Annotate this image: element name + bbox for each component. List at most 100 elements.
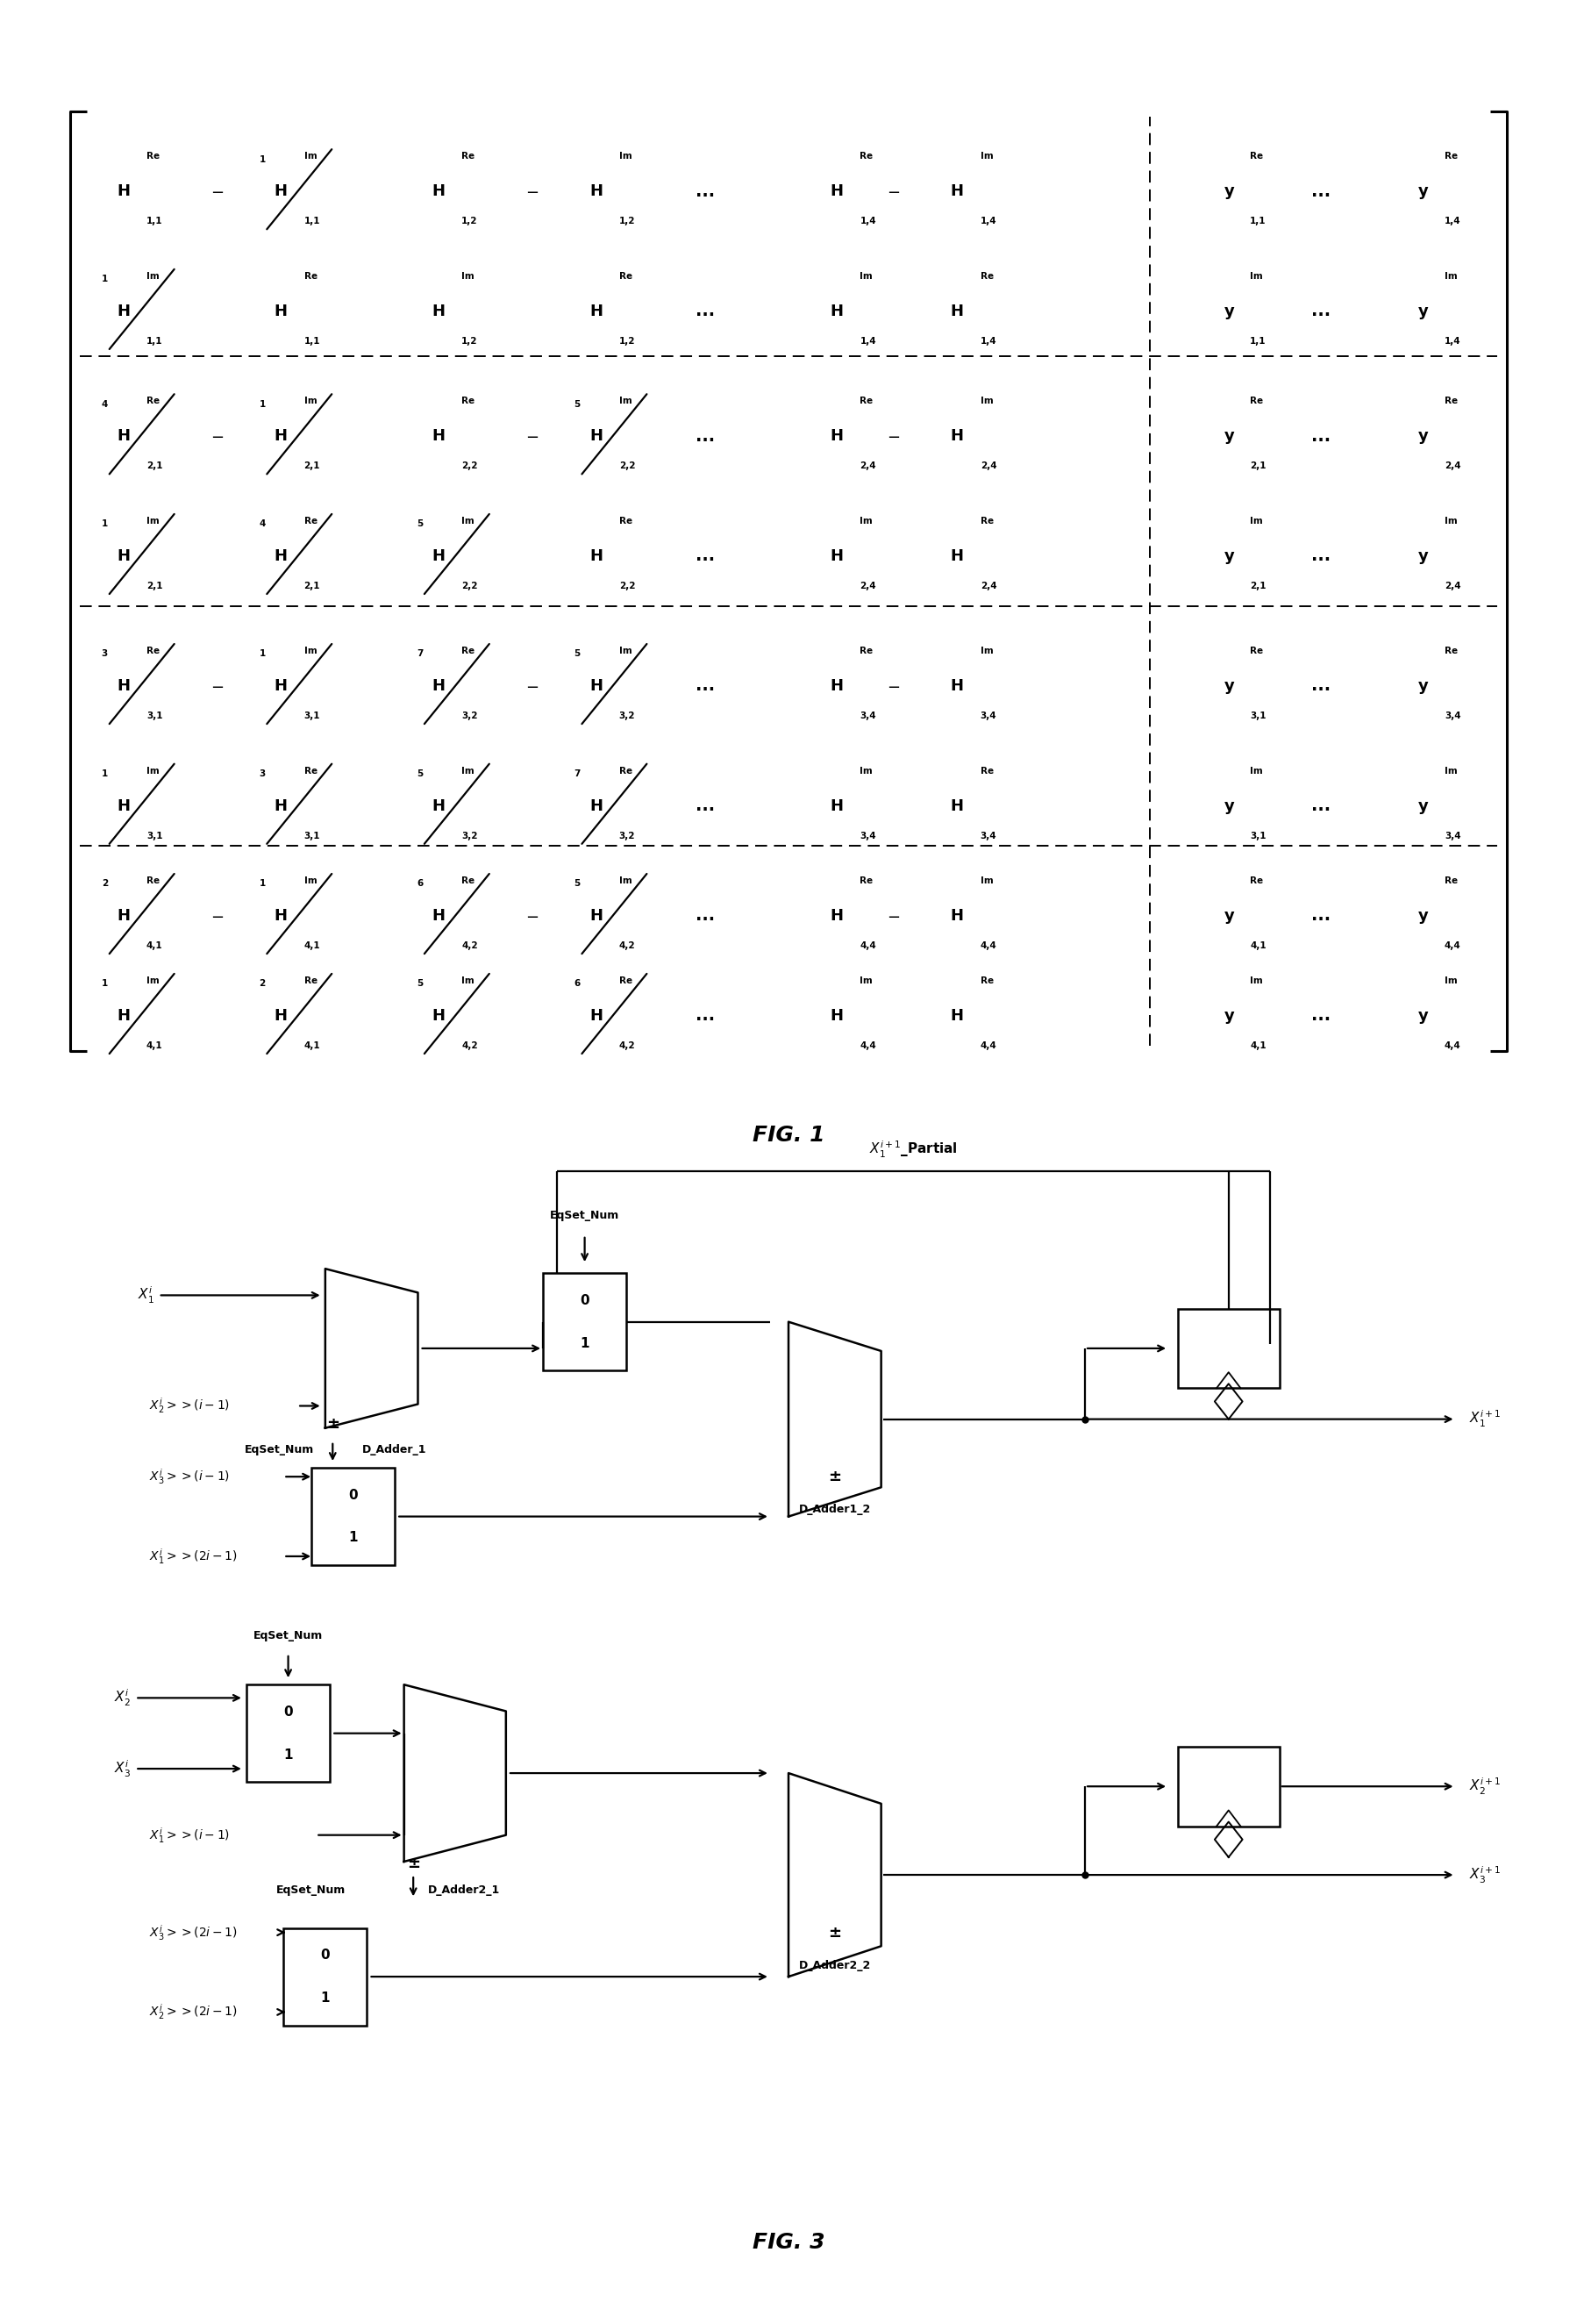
Text: 3,4: 3,4 bbox=[859, 711, 877, 720]
Text: Re: Re bbox=[147, 397, 159, 404]
Text: H: H bbox=[951, 909, 964, 923]
Text: ...: ... bbox=[695, 428, 714, 444]
Text: D_Adder1_2: D_Adder1_2 bbox=[800, 1504, 871, 1515]
Text: 1,4: 1,4 bbox=[981, 216, 997, 225]
Text: Re: Re bbox=[1251, 646, 1263, 655]
Text: H: H bbox=[117, 428, 129, 444]
Text: ...: ... bbox=[1312, 548, 1331, 565]
Text: Re: Re bbox=[304, 272, 317, 281]
Text: 1: 1 bbox=[580, 1336, 590, 1350]
Text: 2,4: 2,4 bbox=[859, 581, 877, 590]
Text: ±: ± bbox=[326, 1415, 339, 1432]
Text: 1,1: 1,1 bbox=[304, 216, 320, 225]
Text: 3,1: 3,1 bbox=[1251, 711, 1266, 720]
Text: 6: 6 bbox=[416, 878, 423, 888]
Text: D_Adder2_1: D_Adder2_1 bbox=[429, 1885, 500, 1896]
Text: H: H bbox=[951, 184, 964, 200]
Text: Re: Re bbox=[1445, 151, 1457, 160]
Text: H: H bbox=[274, 797, 287, 813]
Text: 3,1: 3,1 bbox=[147, 832, 162, 841]
Text: H: H bbox=[590, 428, 602, 444]
Text: 0: 0 bbox=[320, 1948, 330, 1961]
Text: 2,2: 2,2 bbox=[618, 462, 636, 469]
Text: y: y bbox=[1419, 548, 1429, 565]
Text: H: H bbox=[951, 1009, 964, 1023]
Text: Im: Im bbox=[618, 646, 632, 655]
Text: $-$: $-$ bbox=[525, 184, 538, 200]
Text: 3,4: 3,4 bbox=[981, 711, 997, 720]
Text: H: H bbox=[830, 679, 844, 695]
Text: $X_1^i>>(2i-1)$: $X_1^i>>(2i-1)$ bbox=[150, 1548, 238, 1566]
Text: 1,1: 1,1 bbox=[147, 216, 162, 225]
Text: y: y bbox=[1419, 428, 1429, 444]
Text: 1,1: 1,1 bbox=[1251, 337, 1266, 346]
Text: Im: Im bbox=[147, 976, 159, 985]
Text: Im: Im bbox=[859, 767, 872, 776]
Text: 1: 1 bbox=[259, 400, 265, 409]
Text: 2,1: 2,1 bbox=[147, 581, 162, 590]
Text: Re: Re bbox=[618, 272, 632, 281]
Text: 3,2: 3,2 bbox=[618, 832, 636, 841]
Text: 4,4: 4,4 bbox=[981, 1041, 997, 1050]
Text: Im: Im bbox=[981, 397, 994, 404]
Text: H: H bbox=[590, 909, 602, 923]
Text: Re: Re bbox=[859, 397, 874, 404]
Text: Im: Im bbox=[981, 646, 994, 655]
Text: 3: 3 bbox=[101, 651, 107, 658]
Text: H: H bbox=[830, 548, 844, 565]
Text: 3,1: 3,1 bbox=[304, 832, 320, 841]
Text: EqSet_Num: EqSet_Num bbox=[276, 1885, 345, 1896]
Text: H: H bbox=[590, 548, 602, 565]
Text: H: H bbox=[590, 797, 602, 813]
Text: 1,4: 1,4 bbox=[981, 337, 997, 346]
Text: H: H bbox=[432, 428, 445, 444]
Text: FIG. 3: FIG. 3 bbox=[752, 2231, 825, 2252]
Text: 0: 0 bbox=[580, 1294, 590, 1306]
Text: Im: Im bbox=[618, 876, 632, 885]
Text: 1,2: 1,2 bbox=[618, 216, 636, 225]
Text: Re: Re bbox=[981, 767, 994, 776]
Text: ...: ... bbox=[1312, 302, 1331, 318]
Text: 1,1: 1,1 bbox=[304, 337, 320, 346]
Text: 3,2: 3,2 bbox=[462, 711, 478, 720]
Text: H: H bbox=[830, 428, 844, 444]
Text: 5: 5 bbox=[574, 651, 580, 658]
Text: Re: Re bbox=[462, 876, 475, 885]
Text: 2,4: 2,4 bbox=[1445, 462, 1460, 469]
Text: $-$: $-$ bbox=[886, 428, 900, 444]
Text: 5: 5 bbox=[416, 521, 423, 528]
Text: 1: 1 bbox=[284, 1748, 293, 1762]
Text: H: H bbox=[432, 909, 445, 923]
Text: $-$: $-$ bbox=[525, 679, 538, 695]
Text: y: y bbox=[1224, 679, 1235, 695]
Text: $X_3^{i+1}$: $X_3^{i+1}$ bbox=[1470, 1864, 1501, 1885]
Text: Im: Im bbox=[1445, 976, 1457, 985]
Text: y: y bbox=[1224, 184, 1235, 200]
Text: FIG. 1: FIG. 1 bbox=[752, 1125, 825, 1146]
Text: Re: Re bbox=[1251, 876, 1263, 885]
Text: Re: Re bbox=[859, 646, 874, 655]
Text: H: H bbox=[432, 548, 445, 565]
Text: H: H bbox=[830, 797, 844, 813]
Text: 4,4: 4,4 bbox=[1445, 1041, 1460, 1050]
Text: H: H bbox=[590, 304, 602, 318]
Text: $X_3^i$: $X_3^i$ bbox=[114, 1759, 131, 1778]
Text: ...: ... bbox=[695, 679, 714, 695]
Text: H: H bbox=[951, 797, 964, 813]
Text: Re: Re bbox=[304, 516, 317, 525]
Text: 3,1: 3,1 bbox=[147, 711, 162, 720]
Text: H: H bbox=[274, 184, 287, 200]
Text: Im: Im bbox=[981, 876, 994, 885]
Text: D_Adder2_2: D_Adder2_2 bbox=[800, 1961, 871, 1971]
Text: Re: Re bbox=[1445, 397, 1457, 404]
Text: y: y bbox=[1224, 304, 1235, 318]
Text: 4,4: 4,4 bbox=[981, 941, 997, 951]
Text: H: H bbox=[830, 909, 844, 923]
Text: 1: 1 bbox=[101, 521, 107, 528]
Text: y: y bbox=[1224, 548, 1235, 565]
Text: 4,1: 4,1 bbox=[147, 1041, 162, 1050]
Text: H: H bbox=[117, 304, 129, 318]
Text: Im: Im bbox=[859, 976, 872, 985]
Text: Re: Re bbox=[981, 272, 994, 281]
Text: 5: 5 bbox=[416, 769, 423, 779]
